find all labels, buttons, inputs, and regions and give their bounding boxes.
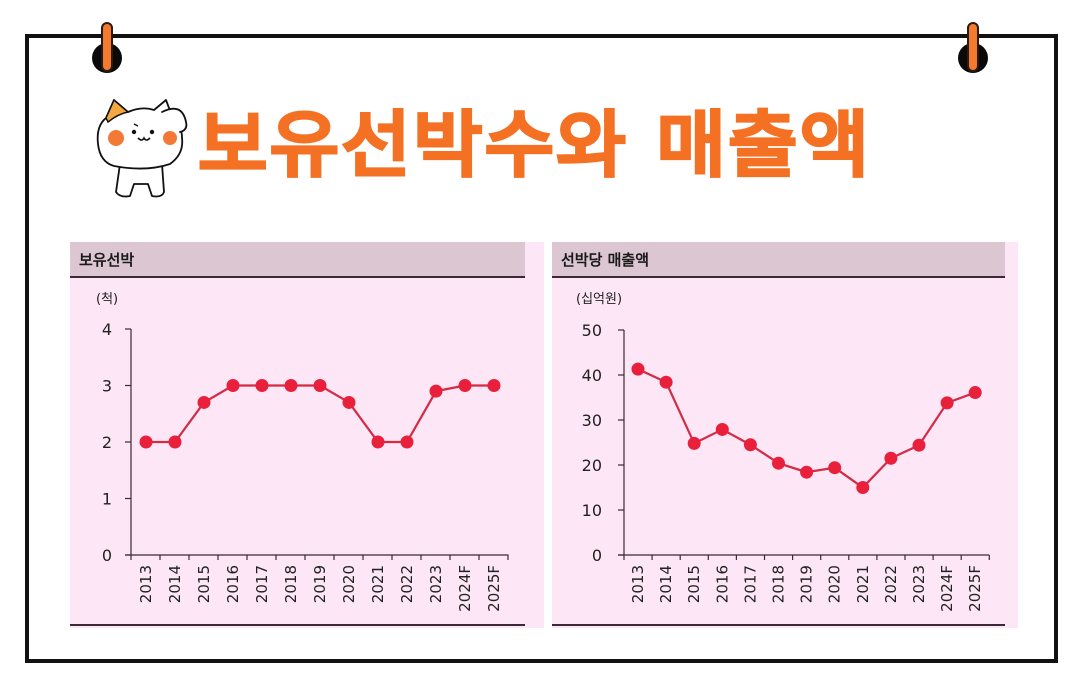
x-tick-label: 2013	[629, 565, 647, 603]
data-point	[400, 435, 414, 449]
x-tick-label: 2023	[427, 565, 445, 603]
data-point	[226, 379, 240, 392]
x-tick-label: 2016	[713, 565, 731, 603]
data-point	[687, 436, 701, 450]
data-point	[659, 375, 673, 389]
data-point	[828, 461, 842, 475]
data-point	[631, 362, 645, 376]
x-tick-label: 2024F	[938, 565, 956, 612]
x-tick-label: 2025F	[966, 565, 984, 612]
y-tick-label: 1	[102, 490, 112, 509]
data-point	[743, 438, 757, 452]
data-point	[197, 395, 211, 409]
y-tick-label: 3	[102, 377, 112, 396]
x-tick-label: 2025F	[485, 565, 503, 612]
y-unit-label: (십억원)	[576, 292, 623, 307]
x-tick-label: 2015	[195, 565, 213, 603]
panel-header: 선박당 매출액	[552, 242, 1005, 278]
panel-revenue-per-vessel: 선박당 매출액 (십억원) 0 10 20 30 40 50 2013 2014 2015 201…	[552, 242, 1018, 628]
data-point	[458, 379, 472, 392]
x-tick-label: 2015	[685, 565, 703, 603]
panel-footer-rule	[70, 624, 525, 626]
data-point	[284, 379, 298, 392]
x-tick-label: 2020	[340, 565, 358, 603]
y-tick-label: 40	[582, 366, 602, 385]
panel-header: 보유선박	[70, 242, 525, 278]
x-tick-label: 2021	[369, 565, 387, 603]
x-tick-label: 2018	[770, 565, 788, 603]
data-point	[912, 438, 926, 452]
page-title: 보유선박수와 매출액	[197, 102, 872, 188]
pin-right-icon	[958, 10, 988, 73]
y-tick-label: 50	[582, 321, 602, 340]
x-tick-label: 2019	[311, 565, 329, 603]
y-tick-label: 10	[582, 501, 602, 520]
line-chart-revenue: 0 10 20 30 40 50 2013 2014 2015 2016 2017 2018 2019 2…	[582, 321, 990, 612]
panel-footer-rule	[552, 624, 1005, 626]
data-point	[800, 465, 814, 479]
x-tick-label: 2022	[882, 565, 900, 603]
x-tick-label: 2023	[910, 565, 928, 603]
x-tick-label: 2017	[253, 565, 271, 603]
y-tick-label: 0	[102, 546, 112, 565]
panel-vessels: 보유선박 (척) 0 1 2 3 4 2013 2014 2015 2016 2017 2018 20…	[70, 242, 544, 628]
data-point	[255, 379, 269, 392]
data-point	[487, 379, 501, 392]
x-tick-label: 2022	[398, 565, 416, 603]
data-point	[342, 395, 356, 409]
x-tick-label: 2017	[741, 565, 759, 603]
data-point	[313, 379, 327, 392]
cat-mascot-icon	[96, 98, 188, 198]
line-chart-vessels: 0 1 2 3 4 2013 2014 2015 2016 2017 2018 2019 2020 202…	[102, 320, 509, 612]
x-tick-label: 2019	[798, 565, 816, 603]
y-unit-label: (척)	[96, 292, 119, 307]
y-tick-label: 2	[102, 433, 112, 452]
data-point	[940, 396, 954, 410]
data-point	[856, 481, 870, 494]
data-point	[968, 386, 982, 400]
y-tick-label: 20	[582, 456, 602, 475]
x-tick-label: 2024F	[456, 565, 474, 612]
x-tick-label: 2016	[224, 565, 242, 603]
x-tick-label: 2014	[166, 565, 184, 603]
pin-left-icon	[92, 10, 122, 73]
data-point	[884, 451, 898, 465]
y-tick-label: 0	[592, 546, 602, 565]
y-tick-label: 4	[102, 320, 112, 339]
x-tick-label: 2013	[137, 565, 155, 603]
data-point	[772, 456, 785, 470]
data-point	[168, 435, 182, 449]
data-point	[715, 422, 729, 436]
x-tick-label: 2020	[826, 565, 844, 603]
data-point	[371, 435, 385, 449]
data-point	[429, 384, 443, 398]
x-tick-label: 2021	[854, 565, 872, 603]
x-tick-label: 2014	[657, 565, 675, 603]
y-tick-label: 30	[582, 411, 602, 430]
x-tick-label: 2018	[282, 565, 300, 603]
data-point	[139, 435, 153, 449]
